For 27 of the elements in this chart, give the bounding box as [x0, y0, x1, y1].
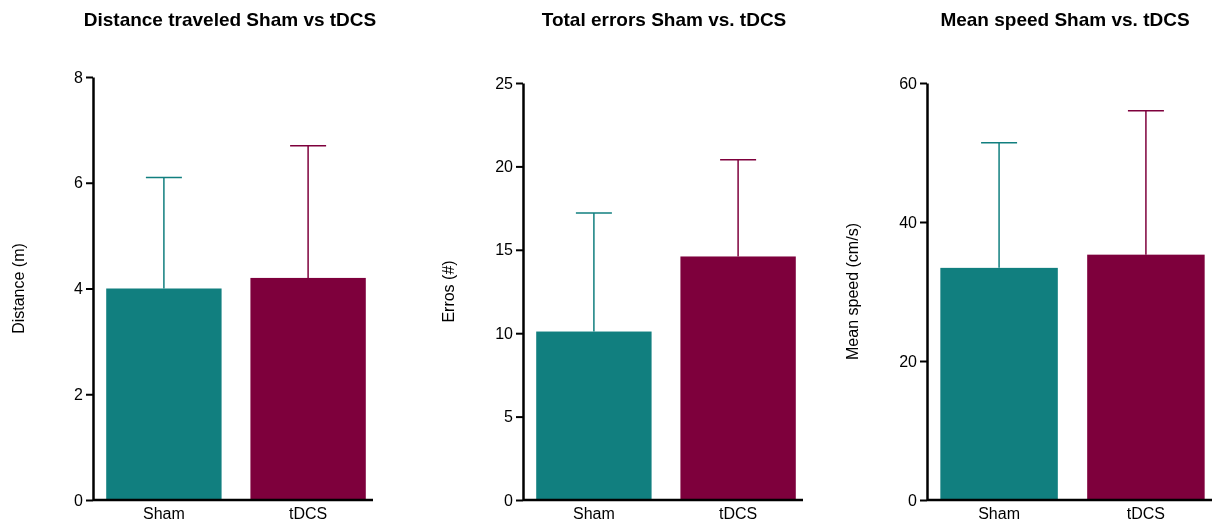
x-tick-label: tDCS — [288, 505, 328, 523]
y-tick-label: 0 — [908, 491, 918, 509]
y-tick-label: 5 — [504, 408, 514, 426]
y-axis-title: Erros (#) — [440, 260, 457, 323]
y-tick-label: 15 — [495, 241, 514, 259]
y-tick-label: 20 — [495, 158, 514, 176]
y-tick-label: 2 — [74, 385, 84, 403]
x-tick-label: tDCS — [1126, 505, 1166, 523]
y-tick-label: 20 — [899, 352, 918, 370]
y-tick-label: 0 — [74, 491, 84, 509]
x-tick-label: Sham — [573, 505, 615, 523]
y-tick-label: 0 — [504, 491, 514, 509]
y-tick-label: 40 — [899, 213, 918, 231]
y-tick-label: 6 — [74, 174, 84, 192]
chart-title: Mean speed Sham vs. tDCS — [940, 9, 1190, 30]
y-tick-label: 10 — [495, 324, 514, 342]
x-tick-label: Sham — [978, 505, 1020, 523]
chart-title: Distance traveled Sham vs tDCS — [83, 9, 377, 30]
chart-title: Total errors Sham vs. tDCS — [541, 9, 787, 30]
y-tick-label: 8 — [74, 68, 84, 86]
x-tick-label: Sham — [143, 505, 185, 523]
y-axis-title: Distance (m) — [10, 243, 27, 334]
y-tick-label: 60 — [899, 74, 918, 92]
y-axis-title: Mean speed (cm/s) — [844, 223, 861, 360]
y-tick-label: 4 — [74, 280, 84, 298]
y-tick-label: 25 — [495, 74, 514, 92]
x-tick-label: tDCS — [718, 505, 758, 523]
